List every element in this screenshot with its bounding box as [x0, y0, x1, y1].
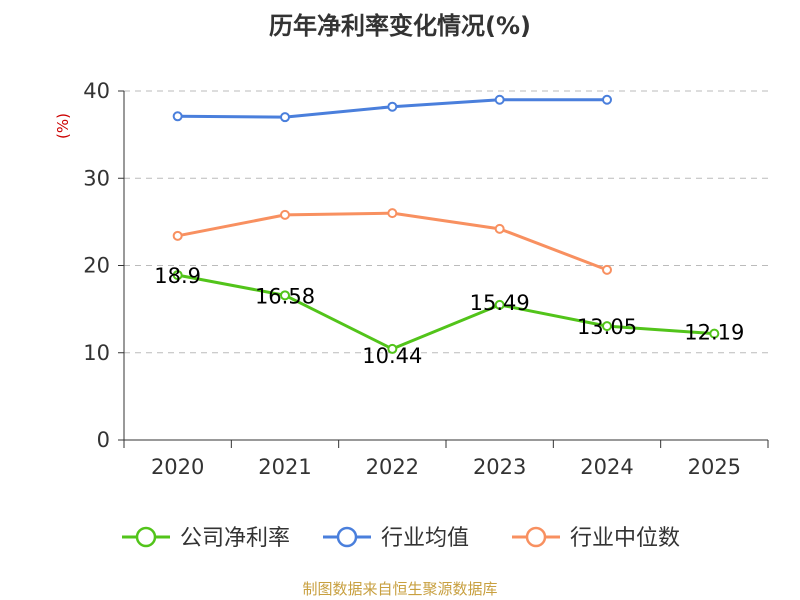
- legend-item[interactable]: 行业均值: [323, 526, 469, 551]
- series-line: [177, 273, 715, 351]
- y-tick-label: 0: [97, 428, 110, 452]
- data-label: 12.19: [684, 321, 744, 345]
- x-tick-label: 2024: [580, 455, 633, 479]
- legend-swatch-marker: [135, 526, 157, 548]
- x-axis: 2020 2021 2022 2023 2024 2025: [123, 91, 769, 479]
- legend-item[interactable]: 行业中位数: [512, 526, 680, 551]
- data-label: 13.05: [577, 315, 637, 339]
- data-point: [172, 230, 183, 241]
- x-tick-label: 2021: [258, 455, 311, 479]
- legend-label: 行业中位数: [570, 526, 680, 551]
- data-point: [602, 264, 612, 275]
- y-tick-label: 10: [83, 341, 110, 365]
- data-point: [602, 321, 612, 332]
- data-label: 16.58: [255, 284, 315, 308]
- data-point: [602, 94, 612, 105]
- data-point: [709, 328, 720, 339]
- x-tick-label: 2025: [688, 455, 741, 479]
- data-point: [387, 208, 398, 219]
- data-point: [172, 270, 183, 281]
- series-group: [172, 94, 720, 354]
- data-point: [494, 299, 505, 310]
- legend-item[interactable]: 公司净利率: [122, 526, 290, 551]
- legend-label: 公司净利率: [180, 526, 290, 551]
- series-line: [177, 211, 608, 272]
- data-label: 15.49: [470, 291, 530, 315]
- data-point: [280, 290, 290, 301]
- y-tick-label: 30: [83, 166, 110, 190]
- data-point: [387, 101, 398, 112]
- x-tick-label: 2020: [151, 455, 204, 479]
- data-label: 18.9: [154, 264, 201, 288]
- x-tick-label: 2023: [473, 455, 526, 479]
- legend-swatch-marker: [525, 526, 547, 548]
- legend-swatch-marker: [336, 526, 358, 548]
- y-axis-ticks: 0 10 20 30 40: [83, 79, 124, 452]
- y-tick-label: 20: [83, 254, 110, 278]
- data-labels: 18.9 16.58 10.44 15.49 13.05 12.19: [154, 264, 744, 368]
- data-point: [172, 111, 183, 122]
- y-tick-label: 40: [83, 79, 110, 103]
- data-point: [387, 343, 398, 354]
- legend-label: 行业均值: [381, 526, 469, 551]
- data-label: 10.44: [362, 344, 422, 368]
- x-tick-label: 2022: [366, 455, 419, 479]
- chart-title: 历年净利率变化情况(%): [269, 12, 531, 40]
- data-point: [280, 112, 290, 123]
- data-point: [494, 223, 505, 234]
- gridlines: [124, 90, 768, 354]
- y-axis-label: (%): [54, 113, 72, 139]
- source-note: 制图数据来自恒生聚源数据库: [302, 580, 497, 598]
- legend[interactable]: 公司净利率 行业均值 行业中位数: [122, 526, 680, 551]
- data-point: [494, 94, 505, 105]
- data-point: [280, 209, 290, 220]
